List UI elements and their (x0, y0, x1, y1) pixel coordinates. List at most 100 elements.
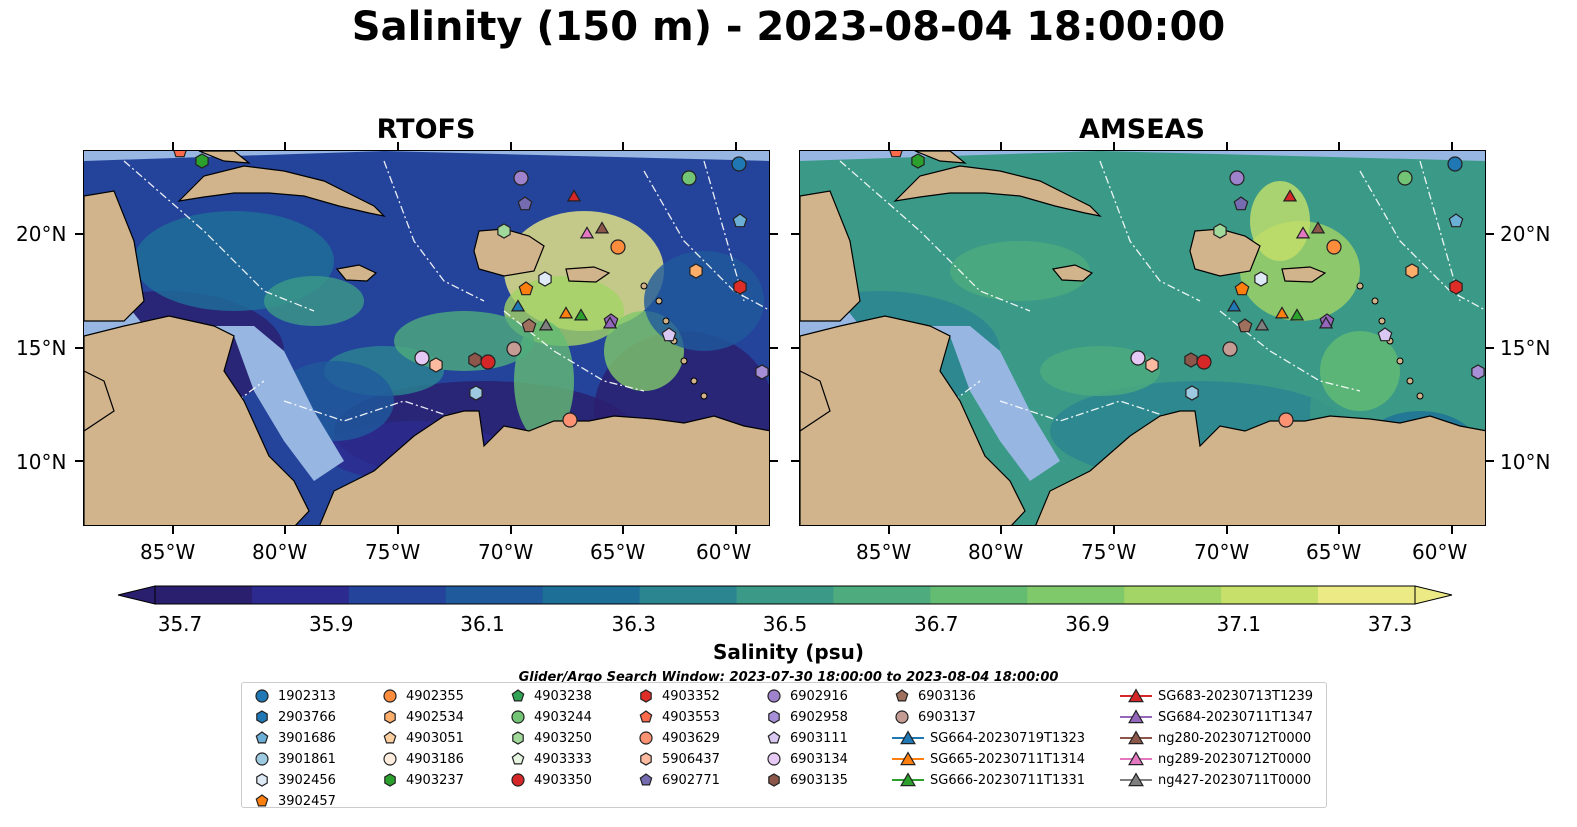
observation-marker (1254, 271, 1268, 287)
observation-marker (610, 239, 626, 255)
legend-marker (255, 752, 269, 766)
observation-marker (573, 308, 589, 321)
colorbar-tick: 35.9 (308, 612, 354, 636)
island (1371, 297, 1379, 305)
legend-marker-icon (383, 689, 397, 703)
legend-entry: 5906437 (636, 749, 720, 769)
legend-label: 4903238 (534, 688, 592, 704)
legend-entry: 4903333 (508, 749, 592, 769)
legend-marker (767, 752, 781, 766)
x-tick-70w-left: 70°W (478, 540, 534, 564)
colorbar-segment (1221, 586, 1319, 604)
shelf-region (214, 326, 344, 481)
legend-marker (256, 773, 268, 787)
colorbar-tick: 36.9 (1065, 612, 1110, 636)
legend-marker (640, 689, 652, 703)
legend-entry: 3901686 (252, 728, 336, 748)
search-window-text: Glider/Argo Search Window: 2023-07-30 18… (518, 670, 1059, 685)
colorbar-segment (155, 586, 253, 604)
legend-label: 4903244 (534, 709, 592, 725)
legend-entry: 6903137 (892, 707, 976, 727)
observation-marker (1233, 196, 1249, 211)
legend-label: 6903111 (790, 730, 848, 746)
legend-label: SG665-20230711T1314 (930, 751, 1086, 767)
observation-marker (538, 271, 552, 287)
land-cuba (893, 165, 1102, 217)
legend-marker-icon (255, 689, 269, 703)
legend-marker-icon (384, 710, 396, 724)
island (655, 297, 663, 305)
map-panel-rtofs[interactable] (83, 150, 770, 526)
legend-marker (256, 710, 268, 724)
axis-tick-marks (75, 142, 1494, 534)
legend-entry: 4903250 (508, 728, 592, 748)
legend-label: 6902771 (662, 772, 720, 788)
map-panel-amseas[interactable] (799, 150, 1486, 526)
legend-label: 4903237 (406, 772, 464, 788)
observation-marker (1213, 223, 1227, 239)
legend-entry: 4903238 (508, 686, 592, 706)
observation-marker (1184, 352, 1198, 368)
legend-label: 4902355 (406, 688, 464, 704)
observation-marker (1449, 279, 1463, 295)
legend-entry: 4902534 (380, 707, 464, 727)
legend-entry: 6903111 (764, 728, 848, 748)
observation-marker (469, 385, 483, 401)
observation-marker (1274, 306, 1290, 319)
colorbar-segment (542, 586, 641, 604)
observation-marker (558, 306, 574, 319)
legend-marker-icon (383, 731, 397, 744)
x-tick-65w-right: 65°W (1306, 540, 1362, 564)
legend-marker-icon (640, 752, 652, 766)
legend-entry: SG666-20230711T1331 (892, 770, 1085, 790)
observation-marker (594, 221, 610, 234)
legend-marker-icon (255, 731, 269, 744)
legend-marker-icon (1120, 751, 1152, 766)
land-southam (319, 410, 769, 525)
colorbar-segment (1027, 586, 1125, 604)
legend-marker-icon (1120, 688, 1152, 703)
legend-label: 3902457 (278, 793, 336, 809)
legend-entry: 6903135 (764, 770, 848, 790)
legend-entry: 6903136 (892, 686, 976, 706)
legend-entry: 4903237 (380, 770, 464, 790)
x-tick-80w-right: 80°W (968, 540, 1024, 564)
legend-marker-icon (1120, 772, 1152, 787)
observation-marker (1326, 239, 1342, 255)
observation-marker (1237, 318, 1253, 333)
land-panamaleft (84, 370, 115, 432)
legend-label: ng289-20230712T0000 (1158, 751, 1312, 767)
y-tick-20n-left: 20°N (16, 222, 67, 246)
legend-marker-icon (767, 689, 781, 703)
legend-marker-icon (639, 710, 653, 723)
legend-marker (384, 710, 396, 724)
legend-entry: SG665-20230711T1314 (892, 749, 1085, 769)
legend-marker-icon (767, 731, 781, 744)
observation-marker (1145, 357, 1159, 373)
land-hispaniola (1189, 228, 1261, 277)
legend-label: 4903553 (662, 709, 720, 725)
observation-marker (1447, 156, 1463, 172)
colorbar-tick: 37.1 (1216, 612, 1262, 636)
land-panamaleft (800, 370, 831, 432)
salinity-patch (644, 251, 764, 351)
observation-marker (733, 279, 747, 295)
legend-label: ng280-20230712T0000 (1158, 730, 1312, 746)
legend-marker (255, 794, 269, 807)
observation-marker (1397, 170, 1413, 186)
observation-marker (506, 341, 522, 357)
legend-entry: 4903629 (636, 728, 720, 748)
legend-marker-icon (768, 773, 780, 787)
legend-label: 4903333 (534, 751, 592, 767)
colorbar-segment (445, 586, 544, 604)
legend-marker (900, 730, 916, 745)
island (1416, 392, 1424, 400)
legend-label: 5906437 (662, 751, 720, 767)
legend-marker-icon (512, 731, 524, 745)
colorbar-segment (736, 586, 834, 604)
legend-label: SG666-20230711T1331 (930, 772, 1086, 788)
legend-entry: 3901861 (252, 749, 336, 769)
legend-entry: SG683-20230713T1239 (1120, 686, 1313, 706)
observation-marker (510, 299, 526, 312)
observation-marker (1295, 226, 1311, 239)
